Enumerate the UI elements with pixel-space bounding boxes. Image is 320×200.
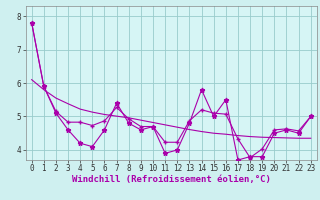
X-axis label: Windchill (Refroidissement éolien,°C): Windchill (Refroidissement éolien,°C)	[72, 175, 271, 184]
